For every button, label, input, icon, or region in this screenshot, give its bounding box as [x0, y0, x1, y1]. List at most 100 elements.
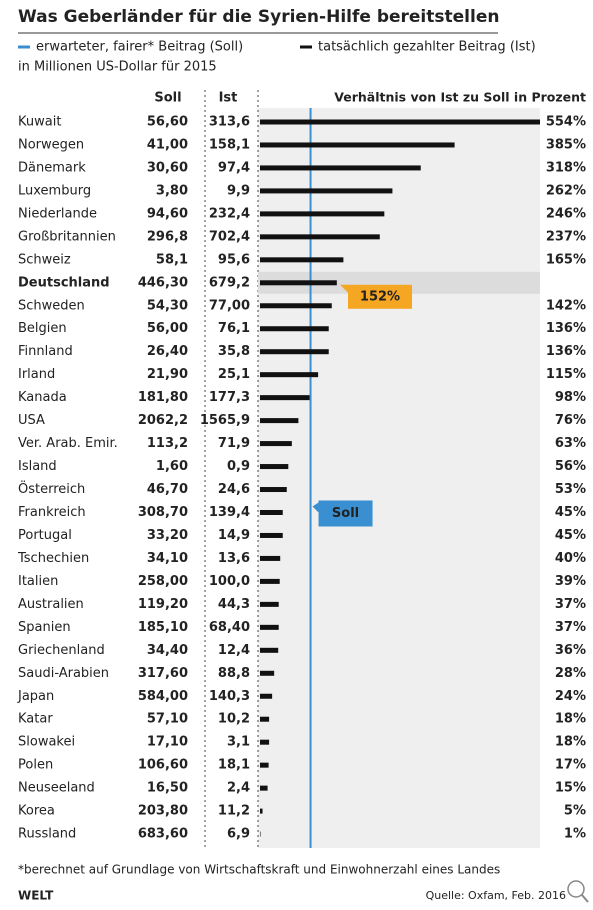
- percent-label: 63%: [555, 436, 586, 451]
- percent-label: 165%: [546, 252, 586, 267]
- country-label: Katar: [18, 712, 53, 727]
- percent-label: 237%: [546, 229, 586, 244]
- percent-label: 24%: [555, 689, 586, 704]
- bar: [260, 785, 268, 791]
- percent-label: 37%: [555, 620, 586, 635]
- percent-label: 40%: [555, 551, 586, 566]
- soll-value: 185,10: [138, 620, 188, 635]
- soll-value: 584,00: [138, 689, 188, 704]
- bar: [260, 716, 270, 722]
- row-highlight: [258, 271, 540, 294]
- percent-label: 39%: [555, 574, 586, 589]
- ist-value: 18,1: [218, 758, 250, 773]
- bar: [260, 808, 263, 814]
- ist-value: 95,6: [218, 252, 250, 267]
- brand: WELT: [18, 889, 54, 903]
- ist-value: 100,0: [209, 574, 250, 589]
- soll-value: 57,10: [147, 712, 188, 727]
- soll-value: 94,60: [147, 206, 188, 221]
- soll-value: 41,00: [147, 137, 188, 152]
- soll-value: 203,80: [138, 804, 188, 819]
- bar: [260, 487, 287, 493]
- percent-label: 554%: [546, 115, 586, 130]
- soll-value: 3,80: [156, 183, 188, 198]
- soll-value: 2062,2: [138, 413, 188, 428]
- soll-value: 119,20: [138, 597, 188, 612]
- percent-label: 18%: [555, 735, 586, 750]
- country-label: Dänemark: [18, 160, 86, 175]
- column-header: Verhältnis von Ist zu Soll in Prozent: [334, 90, 586, 105]
- percent-label: 17%: [555, 758, 586, 773]
- soll-value: 34,10: [147, 551, 188, 566]
- soll-value: 1,60: [156, 459, 188, 474]
- country-label: Kuwait: [18, 115, 61, 130]
- percent-label: 53%: [555, 482, 586, 497]
- bar: [260, 142, 455, 148]
- bar: [260, 395, 310, 401]
- country-label: Australien: [18, 597, 84, 612]
- legend-label: tatsächlich gezahlter Beitrag (Ist): [318, 40, 536, 55]
- country-label: Kanada: [18, 390, 67, 405]
- ist-value: 35,8: [218, 344, 250, 359]
- soll-value: 33,20: [147, 528, 188, 543]
- percent-label: 45%: [555, 528, 586, 543]
- soll-value: 56,00: [147, 321, 188, 336]
- country-label: Polen: [18, 758, 53, 773]
- ist-value: 679,2: [209, 275, 250, 290]
- soll-value: 46,70: [147, 482, 188, 497]
- country-label: Saudi-Arabien: [18, 666, 109, 681]
- callout-label: 152%: [360, 289, 400, 304]
- country-label: USA: [18, 413, 45, 428]
- ist-value: 11,2: [218, 804, 250, 819]
- zoom-icon: [567, 880, 585, 898]
- ist-value: 702,4: [209, 229, 250, 244]
- percent-label: 36%: [555, 643, 586, 658]
- bar: [260, 831, 261, 837]
- country-label: Österreich: [18, 480, 85, 497]
- ist-value: 313,6: [209, 115, 250, 130]
- callout: [318, 500, 373, 527]
- soll-value: 56,60: [147, 115, 188, 130]
- country-label: Finnland: [18, 344, 73, 359]
- country-label: Spanien: [18, 620, 71, 635]
- legend-label: erwarteter, fairer* Beitrag (Soll): [36, 40, 243, 55]
- country-label: Slowakei: [18, 735, 75, 750]
- soll-value: 181,80: [138, 390, 188, 405]
- ist-value: 25,1: [218, 367, 250, 382]
- percent-label: 5%: [564, 804, 586, 819]
- ist-value: 0,9: [227, 459, 250, 474]
- percent-label: 115%: [546, 367, 586, 382]
- bar: [260, 303, 332, 309]
- percent-label: 76%: [555, 413, 586, 428]
- bar: [260, 670, 275, 676]
- source: Quelle: Oxfam, Feb. 2016: [426, 889, 566, 902]
- subtitle: in Millionen US-Dollar für 2015: [18, 60, 217, 75]
- ist-value: 1565,9: [200, 413, 250, 428]
- bar: [260, 119, 540, 125]
- country-label: Korea: [18, 804, 55, 819]
- soll-value: 113,2: [147, 436, 188, 451]
- percent-label: 37%: [555, 597, 586, 612]
- percent-label: 136%: [546, 321, 586, 336]
- callout: [312, 502, 319, 513]
- country-label: Frankreich: [18, 505, 86, 520]
- ist-value: 97,4: [218, 160, 250, 175]
- percent-label: 246%: [546, 206, 586, 221]
- soll-value: 54,30: [147, 298, 188, 313]
- percent-label: 15%: [555, 781, 586, 796]
- country-label: Italien: [18, 574, 58, 589]
- ist-value: 177,3: [209, 390, 250, 405]
- ist-value: 10,2: [218, 712, 250, 727]
- ist-value: 24,6: [218, 482, 250, 497]
- bar: [260, 418, 299, 424]
- ist-value: 88,8: [218, 666, 250, 681]
- country-label: Norwegen: [18, 137, 84, 152]
- ist-value: 6,9: [227, 827, 250, 842]
- country-label: Deutschland: [18, 275, 110, 290]
- ist-value: 68,40: [209, 620, 250, 635]
- ist-value: 9,9: [227, 183, 250, 198]
- percent-label: 45%: [555, 505, 586, 520]
- bar: [260, 578, 280, 584]
- ist-value: 140,3: [209, 689, 250, 704]
